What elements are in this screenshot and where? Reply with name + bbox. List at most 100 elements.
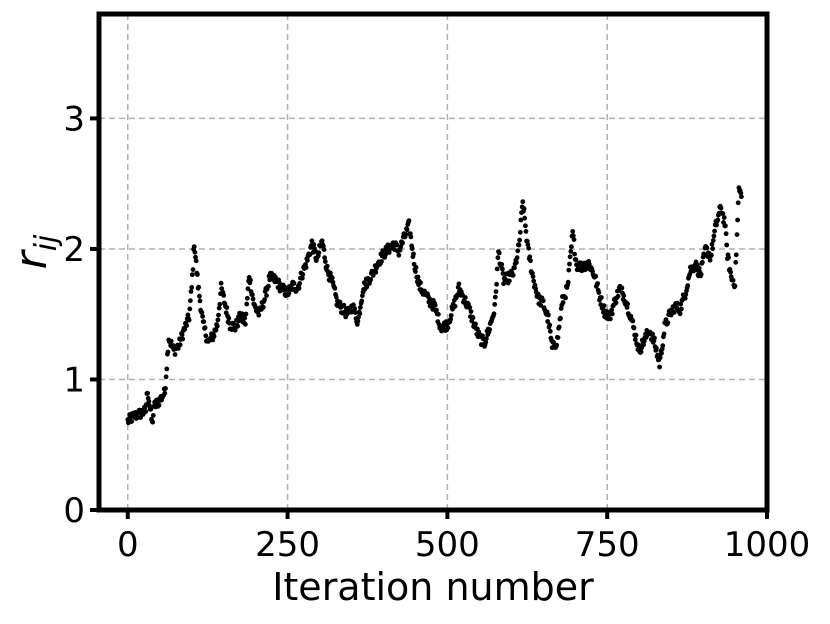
- data-point: [250, 296, 256, 302]
- data-point: [495, 255, 501, 261]
- data-point: [445, 325, 451, 331]
- data-point: [657, 355, 663, 360]
- data-point: [520, 199, 526, 205]
- data-point: [555, 335, 561, 340]
- data-point: [199, 310, 205, 316]
- y-axis-label-subscript: ij: [29, 234, 64, 251]
- data-point: [631, 325, 637, 331]
- data-point: [671, 310, 677, 315]
- data-point: [734, 232, 740, 238]
- data-point: [193, 258, 199, 264]
- data-point: [638, 349, 644, 355]
- data-point: [200, 314, 206, 319]
- data-point: [518, 217, 524, 223]
- data-point: [665, 320, 671, 326]
- data-point: [218, 280, 224, 286]
- data-point: [299, 275, 305, 281]
- data-point: [608, 316, 613, 322]
- data-point: [547, 322, 553, 328]
- data-point: [704, 245, 710, 251]
- data-point: [468, 309, 474, 314]
- data-point: [163, 374, 169, 380]
- data-point: [239, 311, 245, 317]
- x-tick-label: 750: [575, 525, 640, 565]
- data-point: [352, 306, 358, 311]
- data-point: [415, 274, 421, 280]
- data-point: [197, 298, 203, 304]
- y-axis-label: rij: [6, 234, 64, 269]
- data-point: [685, 283, 691, 288]
- data-point: [355, 318, 361, 324]
- data-point: [726, 255, 731, 260]
- data-point: [244, 295, 250, 301]
- data-point: [248, 277, 253, 283]
- data-point: [601, 303, 607, 309]
- data-point: [243, 311, 249, 317]
- data-point: [523, 229, 529, 234]
- data-point: [337, 299, 343, 305]
- data-point: [567, 261, 572, 267]
- data-point: [303, 265, 309, 270]
- data-point: [143, 409, 149, 414]
- data-point: [568, 249, 574, 254]
- data-point: [296, 285, 302, 291]
- data-point: [394, 242, 400, 248]
- data-point: [540, 298, 546, 304]
- data-point: [560, 300, 566, 305]
- data-point: [357, 311, 363, 317]
- data-point: [235, 323, 241, 329]
- data-point: [521, 206, 527, 212]
- data-point: [216, 305, 222, 311]
- data-point: [654, 345, 659, 351]
- data-point: [696, 265, 702, 271]
- data-point: [570, 229, 576, 234]
- data-point: [698, 272, 704, 277]
- data-point: [558, 315, 563, 321]
- data-point: [487, 327, 492, 332]
- data-point: [718, 205, 724, 211]
- y-tick-label: 1: [63, 360, 85, 400]
- data-point: [332, 285, 338, 291]
- data-point: [179, 332, 185, 337]
- data-point: [530, 274, 536, 279]
- data-point: [245, 286, 251, 292]
- data-point: [657, 364, 662, 370]
- data-point: [256, 312, 262, 318]
- data-point: [595, 281, 600, 286]
- data-point: [211, 334, 217, 339]
- data-point: [739, 194, 744, 200]
- data-point: [599, 295, 604, 300]
- data-point: [189, 285, 195, 290]
- data-point: [434, 307, 439, 313]
- y-tick-label: 3: [63, 99, 85, 139]
- data-point: [373, 269, 379, 275]
- data-point: [517, 229, 523, 235]
- data-point: [531, 278, 537, 284]
- data-point: [677, 311, 683, 317]
- data-point: [467, 305, 473, 310]
- data-point: [180, 336, 186, 342]
- data-point: [641, 342, 646, 348]
- data-point: [300, 272, 306, 277]
- data-point: [188, 298, 193, 304]
- data-point: [593, 273, 599, 279]
- data-point: [569, 244, 574, 250]
- data-point: [633, 332, 639, 338]
- data-point: [191, 244, 197, 250]
- data-point: [291, 281, 297, 286]
- data-point: [352, 310, 358, 315]
- data-point: [432, 302, 438, 308]
- data-point: [682, 295, 688, 301]
- data-point: [214, 323, 220, 329]
- data-point: [341, 302, 347, 308]
- data-point: [512, 265, 517, 271]
- data-point: [411, 251, 416, 257]
- data-point: [615, 293, 621, 299]
- data-point: [609, 311, 615, 317]
- data-point: [514, 255, 520, 261]
- data-point: [683, 292, 689, 297]
- data-point: [381, 248, 386, 254]
- data-point: [514, 260, 519, 265]
- data-point: [309, 238, 315, 244]
